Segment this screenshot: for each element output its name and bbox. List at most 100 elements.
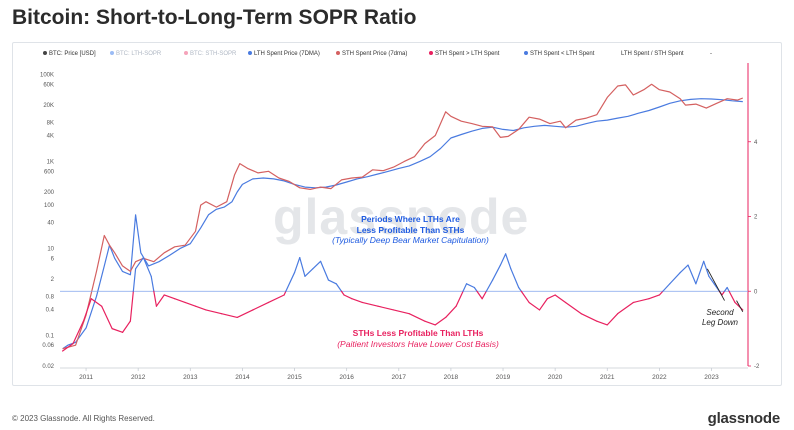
ratio-segment: [695, 260, 705, 285]
legend-item-lth-sopr[interactable]: BTC: LTH-SOPR: [110, 51, 161, 57]
y-left-tick-label: 60K: [43, 82, 54, 88]
legend-label-lth-spent-price: LTH Spent Price (7DMA): [254, 51, 320, 57]
ratio-segment: [111, 328, 124, 333]
ratio-segment: [703, 260, 710, 277]
legend-item-sth-gt-lth[interactable]: STH Spent > LTH Spent: [429, 51, 499, 57]
ratio-segment: [434, 316, 447, 326]
y-left-tick-label: 0.1: [46, 334, 55, 340]
ratio-segment: [293, 257, 301, 274]
legend-label-sth-lt-lth: STH Spent < LTH Spent: [530, 51, 595, 57]
annotation-red-line1: STHs Less Profitable Than LTHs: [352, 328, 484, 338]
series-line-sth-spent-price-7dma-: [62, 83, 744, 350]
annotation-lth-less-profitable: Periods Where LTHs Are Less Profitable T…: [318, 214, 503, 246]
annotation-blue-line1: Periods Where LTHs Are: [361, 214, 460, 224]
ratio-segment: [129, 290, 134, 322]
ratio-segment: [481, 290, 487, 300]
annotation-arrow-1: [706, 268, 725, 301]
ratio-segment: [236, 309, 254, 319]
ratio-segment: [285, 271, 296, 292]
ratio-segment: [462, 283, 468, 292]
y-left-tick-label: 10: [47, 247, 54, 253]
legend-item-lth-spent-price[interactable]: LTH Spent Price (7DMA): [248, 51, 320, 57]
y-left-tick-label: 4K: [47, 133, 54, 139]
ratio-segment: [351, 298, 363, 304]
ratio-segment: [658, 290, 664, 296]
x-tick-label: 2014: [235, 374, 250, 381]
annotation-blue-line2: Less Profitable Than STHs: [356, 224, 465, 235]
ratio-segment: [528, 301, 541, 311]
y-right-tick-label: 4: [754, 140, 758, 146]
ratio-segment: [679, 264, 689, 274]
legend-swatch-sth-spent-price: [336, 51, 340, 56]
ratio-segment: [252, 301, 270, 311]
y-left-tick-label: 0.4: [46, 307, 55, 313]
legend-item-sth-lt-lth[interactable]: STH Spent < LTH Spent: [524, 51, 594, 57]
ratio-segment: [335, 283, 343, 292]
ratio-segment: [669, 271, 681, 285]
ratio-segment: [327, 279, 337, 285]
ratio-segment: [299, 257, 306, 277]
ratio-segment: [312, 260, 322, 270]
ratio-segment: [62, 342, 74, 352]
x-tick-label: 2022: [652, 374, 667, 381]
series-line-lth-spent-price-7dma-: [62, 98, 743, 350]
ratio-segment: [163, 294, 176, 300]
legend-item-sth-sopr[interactable]: BTC: STH-SOPR: [184, 51, 236, 57]
ratio-segment: [134, 257, 144, 270]
ratio-segment: [687, 264, 697, 285]
ratio-segment: [82, 298, 92, 322]
y-right-tick-label: 2: [754, 215, 758, 221]
ratio-segment: [492, 264, 502, 281]
legend-item-btc-price[interactable]: BTC: Price [USD]: [43, 51, 96, 57]
y-left-tick-label: 100: [44, 203, 55, 209]
legend-item-sth-spent-price[interactable]: STH Spent Price (7dma): [336, 51, 407, 57]
ratio-segment: [283, 290, 287, 296]
footer-copyright: © 2023 Glassnode. All Rights Reserved.: [12, 414, 155, 423]
ratio-segment: [142, 257, 152, 277]
ratio-segment: [606, 313, 619, 326]
legend-swatch-sth-gt-lth: [429, 51, 433, 56]
ratio-segment: [632, 298, 650, 304]
legend-label-sth-spent-price: STH Spent Price (7dma): [342, 51, 408, 57]
y-left-tick-label: 0.06: [42, 343, 54, 349]
ratio-segment: [473, 286, 478, 292]
y-left-tick-label: 100K: [40, 73, 54, 79]
ratio-segment: [267, 294, 285, 304]
annotation-black-line2: Leg Down: [701, 318, 739, 327]
chart-frame: [12, 42, 782, 386]
legend-swatch-sth-lt-lth: [524, 51, 528, 56]
ratio-segment: [596, 320, 608, 326]
y-left-tick-label: 8K: [47, 120, 54, 126]
legend-item-lth-sth-ratio[interactable]: LTH Spent / STH Spent: [621, 51, 684, 57]
ratio-segment: [518, 286, 522, 292]
ratio-segment: [408, 313, 426, 322]
y-left-tick-label: 200: [44, 190, 55, 196]
ratio-segment: [343, 294, 353, 300]
ratio-segment: [90, 298, 103, 307]
ratio-segment: [155, 294, 165, 307]
y-left-tick-label: 20K: [43, 103, 54, 109]
ratio-segment: [174, 298, 186, 304]
ratio-segment: [520, 290, 530, 304]
series-group: [60, 83, 748, 352]
ratio-segment: [485, 279, 494, 292]
right-axis: -2 0 2 4: [747, 63, 760, 370]
legend-item-dash[interactable]: -: [710, 51, 712, 57]
x-tick-label: 2012: [131, 374, 146, 381]
annotation-arrow-2: [736, 300, 744, 313]
ratio-segment: [648, 294, 660, 300]
x-tick-label: 2017: [392, 374, 407, 381]
y-left-tick-label: 0.02: [42, 364, 54, 370]
x-tick-label: 2023: [704, 374, 719, 381]
page-title: Bitcoin: Short-to-Long-Term SOPR Ratio: [12, 6, 417, 29]
annotation-sth-less-profitable: STHs Less Profitable Than LTHs (Paitient…: [318, 328, 518, 349]
ratio-segment: [153, 290, 158, 307]
ratio-segment: [121, 320, 131, 333]
ratio-segment: [205, 309, 223, 315]
y-left-tick-label: 1K: [47, 160, 54, 166]
ratio-segment: [132, 268, 137, 292]
legend-swatch-sth-sopr: [184, 51, 188, 56]
y-right-tick-label: -2: [754, 364, 760, 370]
annotation-red-line2: (Paitient Investors Have Lower Cost Basi…: [337, 338, 499, 349]
